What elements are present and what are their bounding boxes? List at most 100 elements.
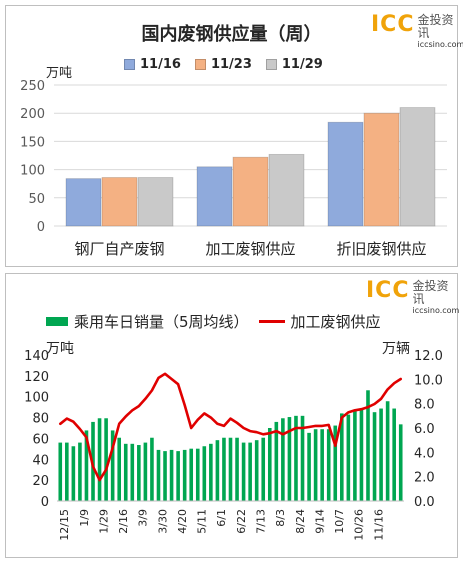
category-label: 折旧废钢供应 — [336, 240, 426, 258]
sales-bar-23 — [202, 446, 207, 501]
sales-bar-8 — [104, 418, 108, 501]
legend-label-2: 11/23 — [210, 57, 252, 72]
sales-bar-53 — [398, 424, 403, 501]
combo-chart-svg: 0 20 40 60 80 100 120 140 0.0 2.0 4.0 6.0 8.0 10.0 12.… — [24, 349, 443, 541]
sales-bar-18 — [169, 449, 174, 501]
sales-bar-22 — [195, 448, 200, 501]
legend-label-scrap: 加工废钢供应 — [290, 313, 381, 331]
legend-2: 乘用车日销量（5周均线） 加工废钢供应 — [46, 311, 381, 332]
icc-logo-cn: 金投资讯 — [417, 13, 454, 40]
right-tick-label: 4.0 — [414, 446, 435, 461]
legend-item-sales: 乘用车日销量（5周均线） — [46, 311, 249, 332]
legend-item-scrap: 加工废钢供应 — [258, 311, 381, 332]
x-tick-label: 11/16 — [372, 509, 385, 541]
x-tick-label: 5/11 — [196, 509, 209, 534]
x-tick-label: 7/13 — [255, 509, 268, 534]
x-tick-label: 1/29 — [97, 509, 110, 534]
sales-bar-19 — [176, 451, 180, 501]
sales-bar-39 — [307, 432, 311, 501]
bar-3-3 — [399, 107, 436, 227]
sales-bar-47 — [359, 408, 364, 501]
sales-bar-35 — [281, 418, 285, 501]
left-tick-label: 60 — [32, 432, 49, 447]
y-axis-unit: 万吨 — [46, 66, 73, 81]
left-tick-label: 80 — [32, 412, 49, 427]
bar-1-3 — [327, 121, 364, 227]
sales-bar-44 — [340, 413, 344, 501]
x-tick-label: 1/9 — [78, 509, 91, 527]
sales-bar-2 — [65, 442, 69, 501]
sales-bar-37 — [294, 415, 298, 501]
legend-swatch-sales — [46, 317, 68, 326]
sales-bar-25 — [215, 440, 220, 501]
x-tick-label: 6/22 — [235, 509, 248, 534]
x-tick-label: 9/14 — [313, 509, 326, 534]
y-tick-label: 50 — [28, 192, 45, 207]
bar-3-2 — [268, 153, 305, 227]
legend-item-2: 11/23 — [194, 57, 252, 72]
sales-bar-27 — [228, 437, 233, 501]
sales-bar-15 — [150, 437, 154, 501]
icc-logo-2: ICC 金投资讯 iccsino.com — [366, 280, 459, 316]
left-tick-label: 140 — [24, 349, 49, 364]
legend-item-3: 11/29 — [265, 57, 323, 72]
sales-bar-31 — [254, 440, 259, 501]
sales-bar-38 — [300, 415, 305, 501]
sales-bar-30 — [248, 442, 252, 501]
left-tick-label: 20 — [32, 474, 49, 489]
category-label: 加工废钢供应 — [205, 240, 295, 258]
x-tick-label: 6/1 — [215, 509, 228, 527]
y-tick-label: 150 — [20, 135, 45, 150]
x-tick-label: 8/24 — [294, 509, 307, 534]
sales-bar-14 — [143, 442, 148, 501]
sales-bar-49 — [372, 412, 377, 501]
sales-bar-9 — [110, 430, 115, 501]
category-label: 钢厂自产废钢 — [74, 240, 164, 258]
sales-bar-24 — [209, 443, 213, 501]
icc-logo: ICC 金投资讯 iccsino.com — [371, 14, 463, 50]
sales-bar-46 — [353, 409, 357, 501]
sales-bar-33 — [267, 428, 272, 501]
sales-bar-50 — [379, 408, 383, 501]
y-tick-label: 100 — [20, 164, 45, 179]
icc-logo-url: iccsino.com — [417, 40, 463, 49]
right-tick-label: 0.0 — [414, 495, 435, 510]
legend-label-3: 11/29 — [281, 57, 323, 72]
sales-bar-1 — [58, 442, 63, 501]
icc-logo-text-2: ICC — [366, 278, 410, 303]
icc-logo-url-2: iccsino.com — [412, 306, 460, 315]
bar-1-1 — [65, 178, 102, 227]
sales-bar-21 — [189, 448, 194, 501]
chart-title: 国内废钢供应量（周） — [141, 24, 322, 45]
sales-bar-3 — [71, 446, 76, 501]
sales-bar-7 — [97, 418, 102, 501]
sales-bar-32 — [261, 437, 266, 501]
sales-vs-scrap-panel: ICC 金投资讯 iccsino.com 乘用车日销量（5周均线） 加工废钢供应… — [5, 273, 459, 558]
legend-swatch-scrap — [258, 320, 285, 323]
sales-bar-43 — [333, 425, 338, 501]
x-tick-label: 10/26 — [353, 509, 366, 541]
right-tick-label: 8.0 — [414, 398, 435, 413]
right-axis-unit: 万辆 — [382, 341, 410, 357]
sales-bar-4 — [78, 442, 82, 501]
sales-bar-20 — [182, 449, 187, 501]
x-tick-label: 2/16 — [117, 509, 130, 534]
icc-logo-cn-2: 金投资讯 — [412, 279, 449, 306]
left-tick-label: 120 — [24, 370, 49, 385]
sales-bar-34 — [274, 421, 279, 501]
sales-bar-5 — [84, 430, 89, 501]
y-tick-label: 200 — [20, 107, 45, 122]
legend-swatch-2 — [194, 59, 206, 70]
sales-bar-41 — [320, 429, 324, 501]
bar-chart-svg: 0 50 100 150 200 250 钢厂自产废钢 加工废钢供应 折旧废钢供应 — [20, 79, 447, 258]
x-tick-label: 3/30 — [156, 509, 169, 534]
sales-bar-29 — [241, 442, 246, 501]
sales-bar-45 — [346, 414, 351, 501]
sales-bar-52 — [392, 408, 396, 501]
legend-label-sales: 乘用车日销量（5周均线） — [74, 313, 249, 331]
right-tick-label: 10.0 — [414, 373, 443, 388]
right-tick-label: 12.0 — [414, 349, 443, 364]
sales-bar-12 — [130, 443, 135, 501]
legend-item-1: 11/16 — [124, 57, 181, 72]
sales-bar-11 — [123, 443, 128, 501]
